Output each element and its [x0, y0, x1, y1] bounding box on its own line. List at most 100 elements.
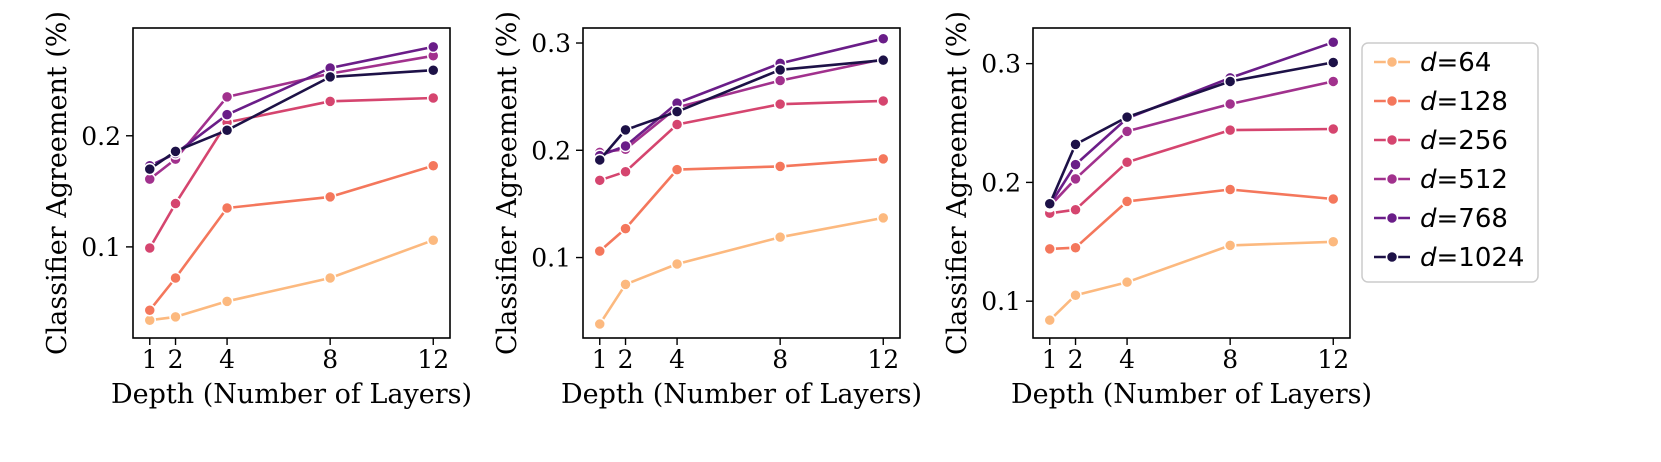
data-point	[323, 70, 337, 84]
data-point	[143, 303, 157, 317]
data-point	[876, 53, 890, 67]
data-point	[1069, 138, 1082, 151]
data-point	[1326, 75, 1340, 88]
series-d128	[593, 152, 890, 258]
series-d1024	[593, 53, 890, 167]
data-point	[1326, 192, 1340, 206]
data-point	[1326, 36, 1340, 49]
data-point	[1120, 155, 1134, 169]
data-point	[773, 97, 787, 111]
y-axis-label: Classifier Agreement (%)	[492, 11, 523, 355]
data-point	[169, 310, 182, 324]
legend-label-prefix: d	[1420, 126, 1437, 156]
data-point	[619, 123, 632, 137]
legend-marker	[1385, 211, 1399, 225]
data-point	[323, 190, 337, 204]
series-d256	[1043, 122, 1340, 220]
data-point	[1069, 172, 1082, 186]
legend-item-d128: d=128	[1374, 87, 1508, 117]
legend-marker	[1385, 55, 1399, 69]
x-tick-label: 2	[618, 345, 634, 374]
x-tick-label: 1	[592, 345, 608, 374]
x-tick-label: 4	[219, 345, 235, 374]
data-point	[593, 317, 607, 331]
legend-item-d512: d=512	[1374, 165, 1508, 195]
data-point	[773, 63, 787, 77]
plot-frame	[1032, 27, 1351, 339]
x-tick-label: 1	[142, 345, 158, 374]
data-point	[876, 32, 890, 45]
data-point	[1069, 158, 1082, 171]
data-point	[670, 118, 684, 131]
x-tick-label: 8	[1222, 345, 1238, 374]
legend-item-d64: d=64	[1374, 48, 1491, 78]
x-tick-label: 4	[1119, 345, 1135, 374]
data-point	[1223, 183, 1237, 196]
data-point	[619, 139, 632, 153]
y-tick-label: 0.1	[531, 244, 571, 273]
data-point	[670, 257, 684, 271]
data-point	[1326, 235, 1340, 249]
data-point	[169, 197, 182, 210]
legend-label: d=768	[1420, 204, 1508, 234]
data-point	[670, 105, 684, 118]
data-point	[426, 40, 440, 54]
legend-item-d1024: d=1024	[1374, 243, 1524, 273]
data-point	[1043, 242, 1057, 256]
series-d128	[143, 159, 440, 317]
x-tick-label: 12	[867, 345, 899, 374]
legend-marker	[1385, 172, 1399, 186]
data-point	[323, 95, 337, 108]
legend-marker	[1385, 250, 1399, 264]
legend: d=64 d=128 d=256 d=512 d=768 d=1024	[1361, 42, 1539, 283]
chart-panel-2: 1 2 4 8 12 0.1 0.2 0.3 Depth (Number of Layers) C…	[492, 11, 922, 410]
x-tick-label: 4	[669, 345, 685, 374]
y-tick-label: 0.3	[531, 29, 571, 58]
chart-panel-1: 1 2 4 8 12 0.1 0.2 Depth (Number of Layers) Clas…	[42, 11, 472, 410]
series-d64	[143, 233, 440, 327]
legend-label-value: =768	[1437, 204, 1508, 234]
legend-label-value: =128	[1437, 87, 1508, 117]
legend-label: d=64	[1420, 48, 1491, 78]
data-point	[426, 233, 440, 247]
data-point	[593, 244, 607, 258]
data-point	[773, 74, 787, 87]
data-point	[1069, 288, 1082, 302]
data-point	[426, 63, 440, 77]
plot-frame	[132, 27, 451, 339]
data-point	[1120, 110, 1134, 124]
data-point	[220, 90, 234, 104]
series-d128	[1043, 183, 1340, 256]
y-axis-label: Classifier Agreement (%)	[42, 11, 73, 355]
data-point	[220, 123, 234, 137]
legend-label-value: =64	[1437, 48, 1492, 78]
legend-item-d768: d=768	[1374, 204, 1508, 234]
data-point	[619, 222, 632, 235]
data-point	[220, 295, 234, 308]
legend-label-prefix: d	[1420, 48, 1437, 78]
legend-marker	[1385, 133, 1399, 147]
y-tick-label: 0.1	[981, 287, 1021, 316]
x-tick-label: 12	[1317, 345, 1349, 374]
data-point	[220, 201, 234, 215]
data-point	[876, 211, 890, 225]
legend-frame	[1361, 42, 1539, 283]
x-tick-label: 8	[772, 345, 788, 374]
data-point	[1326, 56, 1340, 69]
series-d256	[593, 94, 890, 187]
data-point	[593, 153, 607, 167]
x-tick-label: 2	[1068, 345, 1084, 374]
data-point	[143, 162, 157, 176]
data-point	[220, 108, 234, 121]
series-d64	[1043, 235, 1340, 327]
data-point	[169, 271, 182, 285]
y-axis-label: Classifier Agreement (%)	[942, 11, 973, 355]
legend-label-prefix: d	[1420, 243, 1437, 273]
data-point	[169, 145, 182, 158]
data-point	[1326, 122, 1340, 136]
x-axis-label: Depth (Number of Layers)	[1011, 379, 1372, 410]
x-axis-label: Depth (Number of Layers)	[111, 379, 472, 410]
data-point	[593, 174, 607, 187]
data-point	[323, 271, 337, 285]
